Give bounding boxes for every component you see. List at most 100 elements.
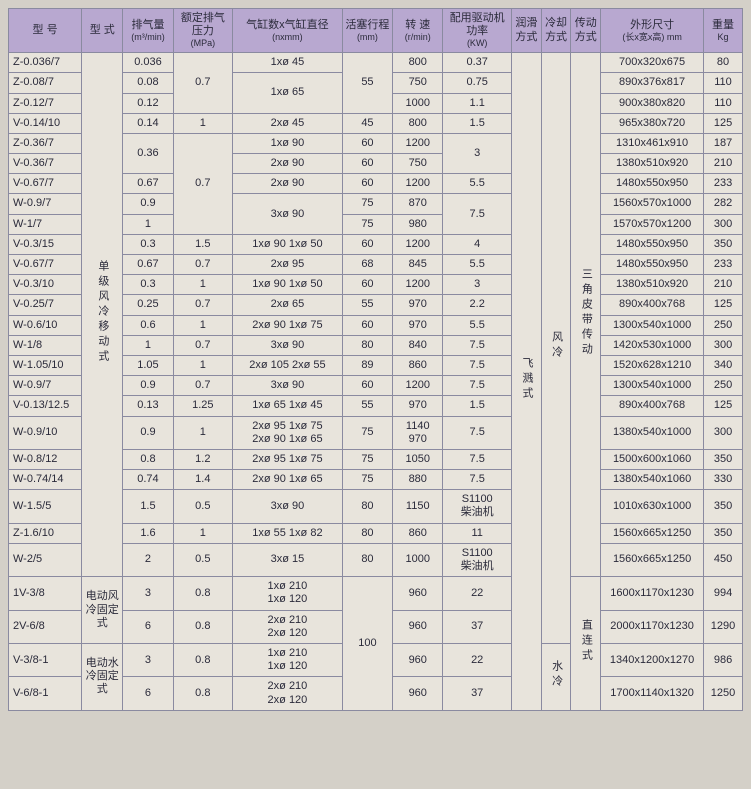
- data-cell: 1.6: [123, 523, 173, 543]
- model-cell: Z-0.036/7: [9, 53, 82, 73]
- data-cell: 840: [393, 335, 443, 355]
- data-cell: 1xø 90: [233, 133, 343, 153]
- model-cell: V-0.14/10: [9, 113, 82, 133]
- data-cell: 960: [393, 577, 443, 610]
- data-cell: 1700x1140x1320: [601, 677, 704, 710]
- data-cell: 7.5: [443, 194, 512, 234]
- data-cell: 282: [704, 194, 743, 214]
- model-cell: Z-0.12/7: [9, 93, 82, 113]
- data-cell: 2: [123, 543, 173, 576]
- data-cell: 5.5: [443, 174, 512, 194]
- data-cell: 0.13: [123, 396, 173, 416]
- model-cell: 1V-3/8: [9, 577, 82, 610]
- data-cell: 350: [704, 490, 743, 523]
- data-cell: 75: [342, 194, 392, 214]
- data-cell: 3: [443, 275, 512, 295]
- data-cell: 3: [443, 133, 512, 173]
- data-cell: 7.5: [443, 470, 512, 490]
- data-cell: 75: [342, 449, 392, 469]
- vertical-label: 直连式: [571, 577, 601, 711]
- data-cell: 300: [704, 416, 743, 449]
- data-cell: 6: [123, 610, 173, 643]
- type-cell: 电动水冷固定式: [82, 643, 123, 710]
- data-cell: 1.4: [173, 470, 232, 490]
- data-cell: 1xø 45: [233, 53, 343, 73]
- data-cell: 0.036: [123, 53, 173, 73]
- data-cell: 0.7: [173, 295, 232, 315]
- data-cell: 1xø 65: [233, 73, 343, 113]
- data-cell: 0.08: [123, 73, 173, 93]
- data-cell: 2xø 90 1xø 65: [233, 470, 343, 490]
- data-cell: 1380x540x1000: [601, 416, 704, 449]
- data-cell: 60: [342, 174, 392, 194]
- model-cell: W-0.74/14: [9, 470, 82, 490]
- data-cell: 2.2: [443, 295, 512, 315]
- type-cell: 电动风冷固定式: [82, 577, 123, 644]
- data-cell: 870: [393, 194, 443, 214]
- data-cell: 37: [443, 677, 512, 710]
- data-cell: 1: [173, 523, 232, 543]
- data-cell: 960: [393, 643, 443, 676]
- data-cell: 1xø 55 1xø 82: [233, 523, 343, 543]
- data-cell: 860: [393, 523, 443, 543]
- col-header: 排气量(m³/min): [123, 9, 173, 53]
- data-cell: 60: [342, 154, 392, 174]
- data-cell: 3xø 90: [233, 194, 343, 234]
- data-cell: 1xø 90 1xø 50: [233, 275, 343, 295]
- data-cell: 1010x630x1000: [601, 490, 704, 523]
- data-cell: 7.5: [443, 416, 512, 449]
- model-cell: V-0.67/7: [9, 174, 82, 194]
- data-cell: 125: [704, 396, 743, 416]
- col-header: 传动方式: [571, 9, 601, 53]
- data-cell: S1100柴油机: [443, 490, 512, 523]
- data-cell: 890x376x817: [601, 73, 704, 93]
- data-cell: 1: [173, 355, 232, 375]
- model-cell: W-0.8/12: [9, 449, 82, 469]
- model-cell: W-1/7: [9, 214, 82, 234]
- data-cell: 2xø 65: [233, 295, 343, 315]
- data-cell: 1.2: [173, 449, 232, 469]
- data-cell: 970: [393, 315, 443, 335]
- data-cell: 6: [123, 677, 173, 710]
- data-cell: 700x320x675: [601, 53, 704, 73]
- data-cell: 750: [393, 154, 443, 174]
- data-cell: 80: [342, 335, 392, 355]
- data-cell: 1: [123, 214, 173, 234]
- data-cell: 1xø 65 1xø 45: [233, 396, 343, 416]
- data-cell: 0.7: [173, 53, 232, 114]
- data-cell: 1560x665x1250: [601, 543, 704, 576]
- model-cell: W-0.6/10: [9, 315, 82, 335]
- col-header: 活塞行程(mm): [342, 9, 392, 53]
- data-cell: 1290: [704, 610, 743, 643]
- data-cell: 1380x510x920: [601, 275, 704, 295]
- model-cell: W-2/5: [9, 543, 82, 576]
- data-cell: 2xø 95: [233, 255, 343, 275]
- data-cell: 80: [342, 523, 392, 543]
- data-cell: 55: [342, 295, 392, 315]
- data-cell: 1570x570x1200: [601, 214, 704, 234]
- data-cell: 1: [173, 275, 232, 295]
- data-cell: 1200: [393, 174, 443, 194]
- data-cell: 0.12: [123, 93, 173, 113]
- data-cell: 1: [123, 335, 173, 355]
- model-cell: W-1.05/10: [9, 355, 82, 375]
- data-cell: 980: [393, 214, 443, 234]
- data-cell: 0.9: [123, 416, 173, 449]
- col-header: 型 式: [82, 9, 123, 53]
- vertical-label: 水冷: [541, 643, 571, 710]
- data-cell: 210: [704, 275, 743, 295]
- data-cell: 0.74: [123, 470, 173, 490]
- data-cell: 60: [342, 133, 392, 153]
- data-cell: 1150: [393, 490, 443, 523]
- data-cell: 350: [704, 523, 743, 543]
- data-cell: 1300x540x1000: [601, 376, 704, 396]
- data-cell: 125: [704, 295, 743, 315]
- data-cell: 340: [704, 355, 743, 375]
- data-cell: 68: [342, 255, 392, 275]
- model-cell: V-0.36/7: [9, 154, 82, 174]
- data-cell: 1.05: [123, 355, 173, 375]
- data-cell: 450: [704, 543, 743, 576]
- data-cell: 1200: [393, 376, 443, 396]
- model-cell: Z-1.6/10: [9, 523, 82, 543]
- data-cell: 1.5: [443, 396, 512, 416]
